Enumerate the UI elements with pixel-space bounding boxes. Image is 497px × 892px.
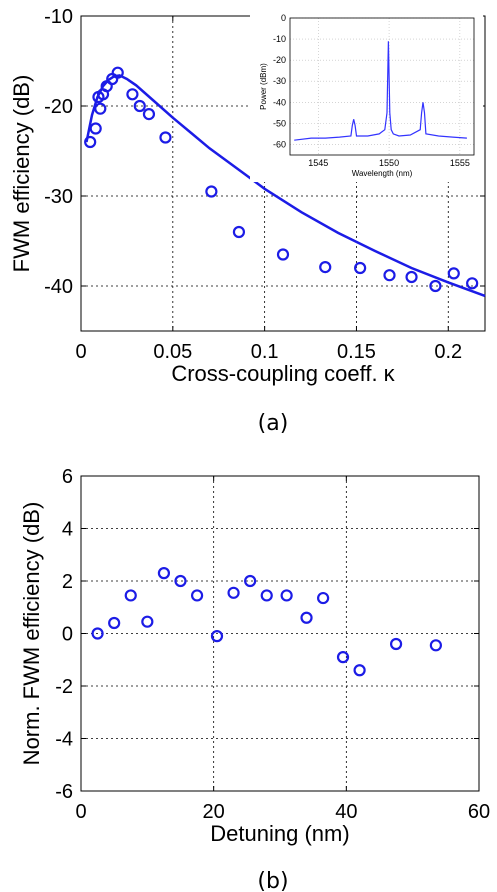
- spectrum-line: [294, 41, 467, 141]
- y-tick-label: -30: [44, 186, 73, 208]
- x-axis-label: Cross-coupling coeff. κ: [171, 361, 395, 386]
- data-point: [190, 589, 204, 602]
- inset-x-tick-label: 1555: [450, 158, 470, 168]
- data-point: [94, 102, 107, 115]
- inset-y-axis-label: Power (dBm): [259, 63, 268, 110]
- caption-a: (a): [258, 411, 289, 436]
- inset-x-axis-label: Wavelength (nm): [352, 169, 413, 178]
- data-point: [108, 616, 121, 630]
- inset-y-tick-label: -10: [273, 34, 286, 44]
- data-point: [353, 664, 366, 677]
- y-tick-label: 2: [62, 571, 73, 593]
- inset-x-tick-label: 1550: [379, 158, 399, 168]
- data-point: [276, 248, 290, 261]
- data-point: [383, 269, 396, 282]
- data-point: [466, 277, 479, 290]
- x-tick-label: 60: [468, 801, 490, 823]
- inset-y-tick-label: -50: [273, 118, 286, 128]
- data-point: [317, 591, 330, 605]
- x-tick-label: 40: [335, 801, 357, 823]
- data-point: [429, 279, 442, 293]
- data-point: [157, 567, 171, 580]
- plot-frame: [80, 475, 480, 792]
- data-point: [336, 651, 350, 664]
- y-tick-label: 4: [62, 519, 73, 541]
- inset-frame: [289, 17, 475, 156]
- y-tick-label: -6: [55, 781, 73, 803]
- x-tick-label: 0: [75, 801, 86, 823]
- y-tick-label: 0: [62, 624, 73, 646]
- inset-x-tick-label: 1545: [308, 158, 328, 168]
- inset-y-tick-label: 0: [281, 13, 286, 23]
- data-point: [159, 131, 172, 144]
- data-point: [227, 586, 240, 599]
- inset-y-tick-label: -30: [273, 76, 286, 86]
- data-point: [389, 637, 403, 651]
- data-point: [244, 574, 257, 588]
- y-tick-label: -4: [55, 729, 73, 751]
- data-point: [447, 267, 460, 280]
- data-point: [210, 630, 224, 643]
- data-point: [280, 589, 293, 602]
- data-point: [405, 270, 418, 284]
- y-axis-label: Norm. FWM efficiency (dB): [19, 502, 44, 766]
- chart-a-inset: 1545 1550 1555 0 -10 -20 -30 -40 -50 -60 Wavelengt…: [250, 12, 483, 182]
- model-curve: [85, 74, 486, 298]
- x-tick-label: 0.05: [153, 341, 192, 363]
- data-point: [300, 611, 313, 624]
- y-tick-label: -40: [44, 276, 73, 298]
- data-point: [429, 639, 442, 652]
- data-point: [174, 574, 187, 588]
- y-tick-label: -2: [55, 676, 73, 698]
- inset-y-tick-label: -20: [273, 55, 286, 65]
- data-point: [141, 615, 154, 628]
- data-point: [126, 88, 139, 101]
- data-point: [84, 135, 97, 149]
- inset-y-tick-label: -40: [273, 97, 286, 107]
- y-axis-label: FWM efficiency (dB): [9, 75, 34, 273]
- data-point: [142, 107, 156, 121]
- x-tick-label: 0: [75, 341, 86, 363]
- data-point: [205, 185, 218, 198]
- inset-background: [250, 12, 483, 182]
- x-tick-label: 0.1: [251, 341, 279, 363]
- x-tick-label: 0.15: [337, 341, 376, 363]
- x-tick-label: 20: [203, 801, 225, 823]
- data-point: [232, 225, 246, 239]
- x-tick-label: 0.2: [434, 341, 462, 363]
- y-tick-label: 6: [62, 466, 73, 488]
- data-point: [111, 66, 124, 79]
- data-point: [354, 261, 367, 275]
- inset-y-tick-label: -60: [273, 139, 286, 149]
- data-point: [91, 627, 104, 640]
- data-point: [124, 589, 137, 602]
- y-tick-label: -20: [44, 96, 73, 118]
- data-point: [260, 589, 273, 602]
- data-point: [133, 99, 146, 113]
- data-point: [89, 122, 102, 135]
- data-point: [319, 261, 332, 274]
- y-tick-label: -10: [44, 6, 73, 28]
- chart-a: 0 0.05 0.1 0.15 0.2 -10 -20 -30 -40 Cross-couplin…: [9, 6, 486, 386]
- x-axis-label: Detuning (nm): [210, 821, 349, 846]
- caption-b: (b): [257, 869, 288, 892]
